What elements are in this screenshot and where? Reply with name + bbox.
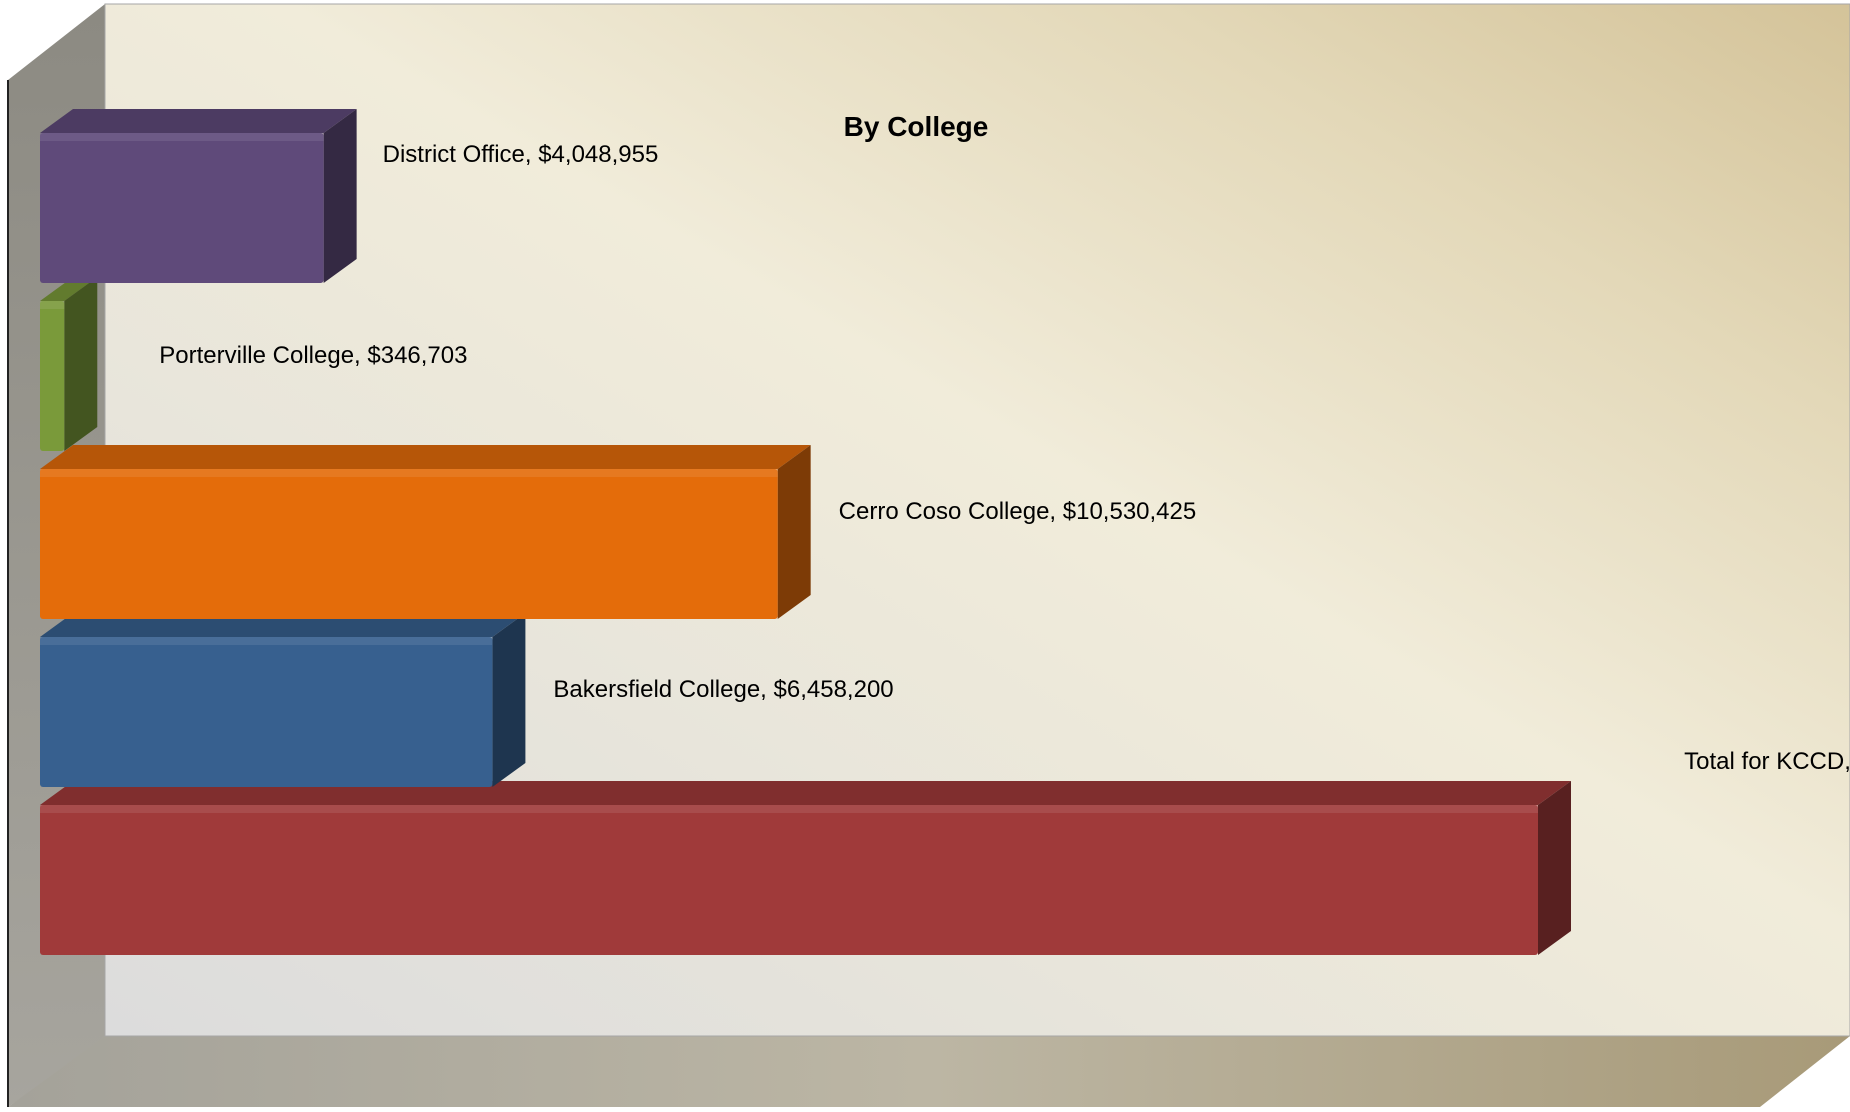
- bar-0: [40, 781, 1571, 955]
- bar-3: [40, 277, 98, 451]
- bar-side-face-1: [492, 613, 526, 787]
- chart-title: By College: [844, 111, 989, 142]
- bar-side-face-0: [1538, 781, 1571, 955]
- bar-1: [40, 613, 526, 787]
- bar-2: [40, 445, 811, 619]
- data-label-1: Bakersfield College, $6,458,200: [553, 676, 893, 703]
- bar-front-face-4: [40, 133, 324, 283]
- bar-highlight-0: [40, 805, 1538, 813]
- bar-front-face-1: [40, 637, 493, 787]
- bar-front-face-2: [40, 469, 778, 619]
- bar-highlight-2: [40, 469, 778, 477]
- bars-group: [40, 109, 1571, 955]
- bar-front-face-3: [40, 301, 65, 451]
- bar-side-face-3: [64, 277, 98, 451]
- bar-highlight-1: [40, 637, 493, 645]
- data-labels-group: Total for KCCD, $21,384,284 Bakersfield C…: [159, 141, 1850, 775]
- bar-highlight-3: [40, 301, 65, 309]
- data-label-2: Cerro Coso College, $10,530,425: [839, 498, 1197, 525]
- bar-front-face-0: [40, 805, 1538, 955]
- data-label-0: Total for KCCD, $21,384,284: [1684, 748, 1850, 775]
- data-label-4: District Office, $4,048,955: [383, 141, 659, 168]
- bar-side-face-4: [323, 109, 357, 283]
- bar-top-face-2: [40, 445, 811, 469]
- data-label-3: Porterville College, $346,703: [159, 342, 467, 369]
- bar-side-face-2: [777, 445, 811, 619]
- bar-highlight-4: [40, 133, 324, 141]
- floor: [8, 1036, 1850, 1107]
- bar-4: [40, 109, 357, 283]
- bar-top-face-4: [40, 109, 357, 133]
